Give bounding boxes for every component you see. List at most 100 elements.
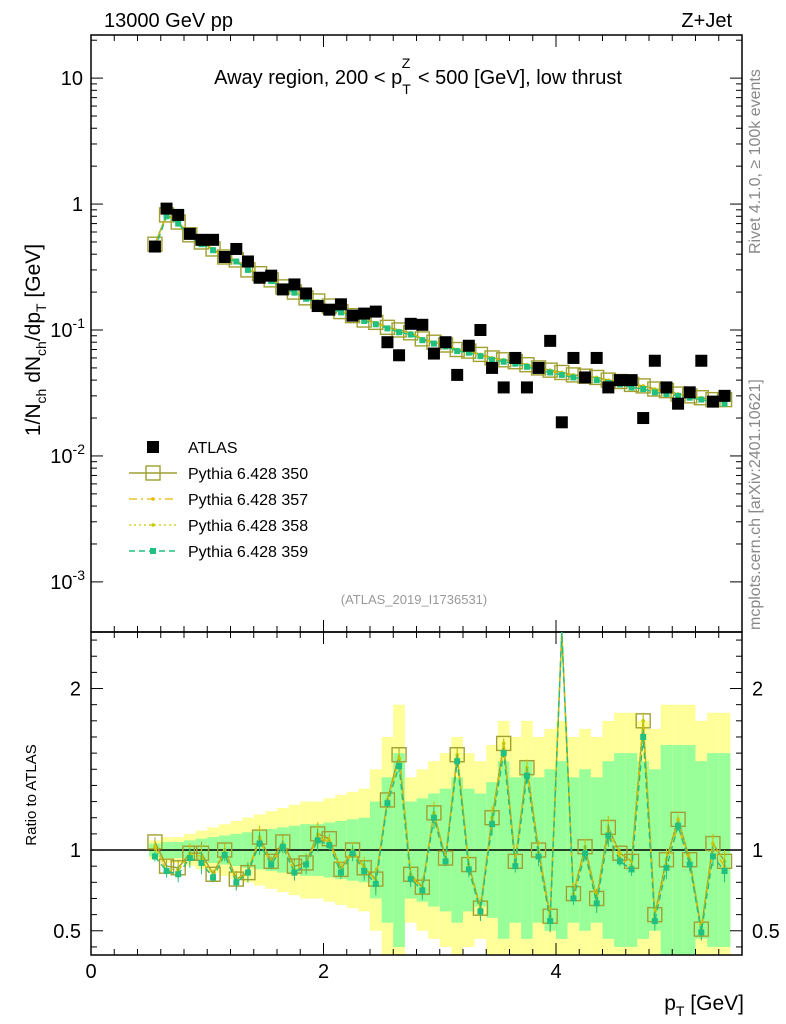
- ratio-point: [186, 855, 193, 862]
- data-point: [454, 348, 461, 355]
- ratio-point: [291, 869, 298, 876]
- series-pythia-6-428-357: [153, 214, 727, 404]
- ratio-point: [605, 832, 612, 839]
- ratio-point: [349, 850, 356, 857]
- ratio-point: [372, 880, 379, 887]
- data-point: [233, 258, 240, 265]
- legend-label: Pythia 6.428 358: [188, 518, 308, 535]
- ratio-point: [256, 840, 263, 847]
- data-point: [477, 353, 484, 360]
- ratio-point: [698, 929, 705, 936]
- atlas-point: [300, 287, 313, 300]
- legend-item: Pythia 6.428 359: [129, 544, 308, 561]
- atlas-point: [311, 300, 324, 313]
- rivet-label: Rivet 4.1.0, ≥ 100k events: [747, 69, 764, 254]
- ratio-point: [641, 719, 645, 723]
- legend-label: Pythia 6.428 357: [188, 492, 308, 509]
- atlas-point: [288, 278, 301, 291]
- atlas-point: [393, 349, 406, 362]
- data-point: [414, 331, 431, 347]
- atlas-point: [474, 324, 487, 337]
- header-left: 13000 GeV pp: [104, 10, 233, 32]
- ratio-point: [523, 772, 530, 779]
- series-pythia-6-428-350: [147, 207, 733, 408]
- atlas-point: [625, 374, 638, 387]
- data-point: [384, 325, 391, 332]
- ratio-point: [477, 908, 484, 915]
- ratio-point: [465, 866, 472, 873]
- atlas-point: [265, 269, 278, 282]
- y-tick-label: 10-2: [50, 441, 85, 468]
- atlas-point: [358, 307, 371, 320]
- ratio-point: [686, 861, 693, 868]
- ratio-point: [396, 763, 403, 770]
- ratio-y-axis-label: Ratio to ATLAS: [23, 744, 40, 845]
- legend-label: Pythia 6.428 359: [188, 544, 308, 561]
- main-plot: Away region, 200 < pTZ < 500 [GeV], low …: [22, 34, 743, 633]
- ratio-point: [337, 869, 344, 876]
- legend-marker: [151, 497, 155, 501]
- atlas-point: [172, 208, 185, 221]
- ratio-point: [711, 841, 715, 846]
- atlas-point: [253, 271, 266, 284]
- atlas-point: [555, 416, 568, 429]
- mcplots-label: mcplots.cern.ch [arXiv:2401.10621]: [747, 379, 764, 630]
- data-point: [698, 396, 705, 403]
- legend-marker: [147, 441, 159, 453]
- atlas-point: [648, 354, 661, 367]
- atlas-point: [579, 371, 592, 384]
- ratio-point: [397, 756, 401, 760]
- legend-item: Pythia 6.428 350: [129, 465, 308, 483]
- ratio-point: [153, 844, 157, 849]
- ratio-point: [210, 874, 217, 881]
- ratio-point: [314, 837, 321, 844]
- atlas-point: [590, 351, 603, 364]
- ratio-y-tick-label-right: 0.5: [752, 921, 780, 943]
- ratio-point: [500, 750, 507, 757]
- ratio-point: [616, 858, 623, 865]
- data-point: [489, 356, 496, 363]
- data-point: [663, 391, 670, 398]
- y-tick-label: 10: [61, 68, 83, 90]
- data-point: [628, 384, 635, 391]
- data-point: [337, 309, 344, 316]
- data-point: [570, 374, 577, 381]
- series-line: [154, 213, 725, 401]
- ratio-point: [547, 918, 554, 925]
- legend: ATLAS Pythia 6.428 350 Pythia 6.428 357 Pyt…: [129, 440, 308, 561]
- atlas-point: [230, 242, 243, 255]
- atlas-point: [637, 412, 650, 425]
- data-point: [640, 386, 647, 393]
- ratio-plot: Ratio to ATLAS pT [GeV] 0 2 4 0.5 0.5 1 1 2 2: [23, 631, 780, 1019]
- ratio-y-tick-label: 0.5: [53, 921, 81, 943]
- analysis-label: (ATLAS_2019_I1736531): [341, 592, 487, 607]
- series-pythia-6-428-358: [153, 213, 727, 402]
- atlas-point: [276, 283, 289, 296]
- data-point: [210, 247, 217, 254]
- ratio-point: [593, 900, 600, 907]
- y-tick-label: 10-1: [50, 315, 85, 342]
- ratio-y-tick-label: 1: [70, 840, 81, 862]
- atlas-point: [241, 255, 254, 268]
- data-point: [465, 349, 472, 356]
- ratio-point: [326, 842, 333, 849]
- ratio-line: [154, 631, 726, 930]
- data-point: [372, 321, 379, 328]
- atlas-point: [439, 336, 452, 349]
- data-point: [407, 331, 414, 338]
- atlas-point: [218, 250, 231, 263]
- ratio-point: [303, 861, 310, 868]
- ratio-point: [175, 871, 182, 878]
- atlas-point: [695, 354, 708, 367]
- main-y-axis-label: 1/Nch dNch/dpT [GeV]: [22, 244, 49, 436]
- atlas-point: [148, 240, 161, 253]
- data-point: [675, 392, 682, 399]
- header-right: Z+Jet: [681, 10, 732, 32]
- ratio-point: [442, 858, 449, 865]
- series-pythia-6-428-359: [151, 213, 728, 407]
- ratio-point: [570, 895, 577, 902]
- ratio-point: [268, 861, 275, 868]
- y-tick-label: 1: [72, 194, 83, 216]
- data-point: [244, 266, 251, 273]
- data-point: [651, 389, 658, 396]
